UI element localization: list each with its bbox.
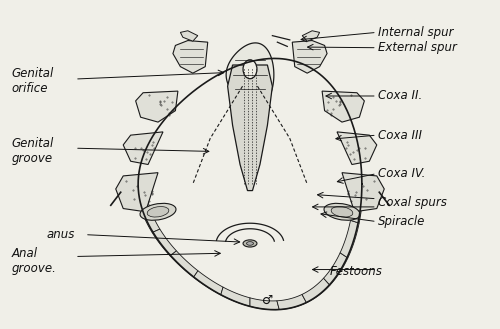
Polygon shape [194,271,223,295]
Polygon shape [250,298,279,310]
Text: External spur: External spur [378,41,457,54]
Text: Festoons: Festoons [330,265,382,278]
Polygon shape [324,253,348,285]
Polygon shape [340,220,359,258]
Ellipse shape [140,203,176,220]
Ellipse shape [243,60,257,79]
Ellipse shape [324,203,360,220]
Polygon shape [170,251,198,277]
Ellipse shape [243,240,257,247]
Polygon shape [277,294,306,310]
Polygon shape [173,40,208,73]
Polygon shape [152,229,176,256]
Polygon shape [322,91,364,122]
Polygon shape [292,40,327,73]
Text: Anal
groove.: Anal groove. [12,247,56,275]
Text: Genital
groove: Genital groove [12,138,53,165]
Polygon shape [226,43,274,107]
Polygon shape [337,132,377,164]
Polygon shape [180,31,198,41]
Ellipse shape [147,207,169,217]
Polygon shape [116,173,158,212]
Text: Coxa III: Coxa III [378,129,422,142]
Polygon shape [221,287,250,306]
Text: Coxa IV.: Coxa IV. [378,167,426,180]
Text: Spiracle: Spiracle [378,215,426,228]
Text: Coxal spurs: Coxal spurs [378,196,447,210]
Polygon shape [350,184,363,223]
Polygon shape [137,184,149,208]
Ellipse shape [331,207,353,217]
Polygon shape [228,65,272,190]
Polygon shape [123,132,163,164]
Polygon shape [342,173,384,212]
Text: anus: anus [46,228,74,241]
Text: Genital
orifice: Genital orifice [12,67,53,95]
Text: Coxa II.: Coxa II. [378,89,422,103]
Polygon shape [302,278,330,303]
Polygon shape [136,91,178,122]
Polygon shape [141,207,160,233]
Text: ♂: ♂ [262,294,273,307]
Polygon shape [302,31,320,41]
Ellipse shape [246,242,254,245]
Text: Internal spur: Internal spur [378,26,454,39]
